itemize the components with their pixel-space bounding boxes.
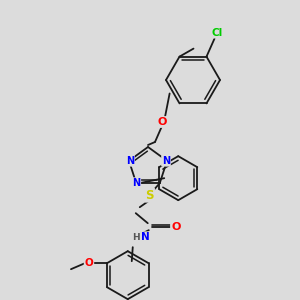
Text: O: O <box>157 117 167 127</box>
Text: O: O <box>85 258 93 268</box>
Text: N: N <box>162 156 170 166</box>
Text: Cl: Cl <box>212 28 223 38</box>
Text: S: S <box>146 189 154 202</box>
Text: O: O <box>171 222 180 232</box>
Text: H: H <box>132 233 140 242</box>
Text: N: N <box>132 178 140 188</box>
Text: N: N <box>141 232 150 242</box>
Text: N: N <box>126 156 134 166</box>
